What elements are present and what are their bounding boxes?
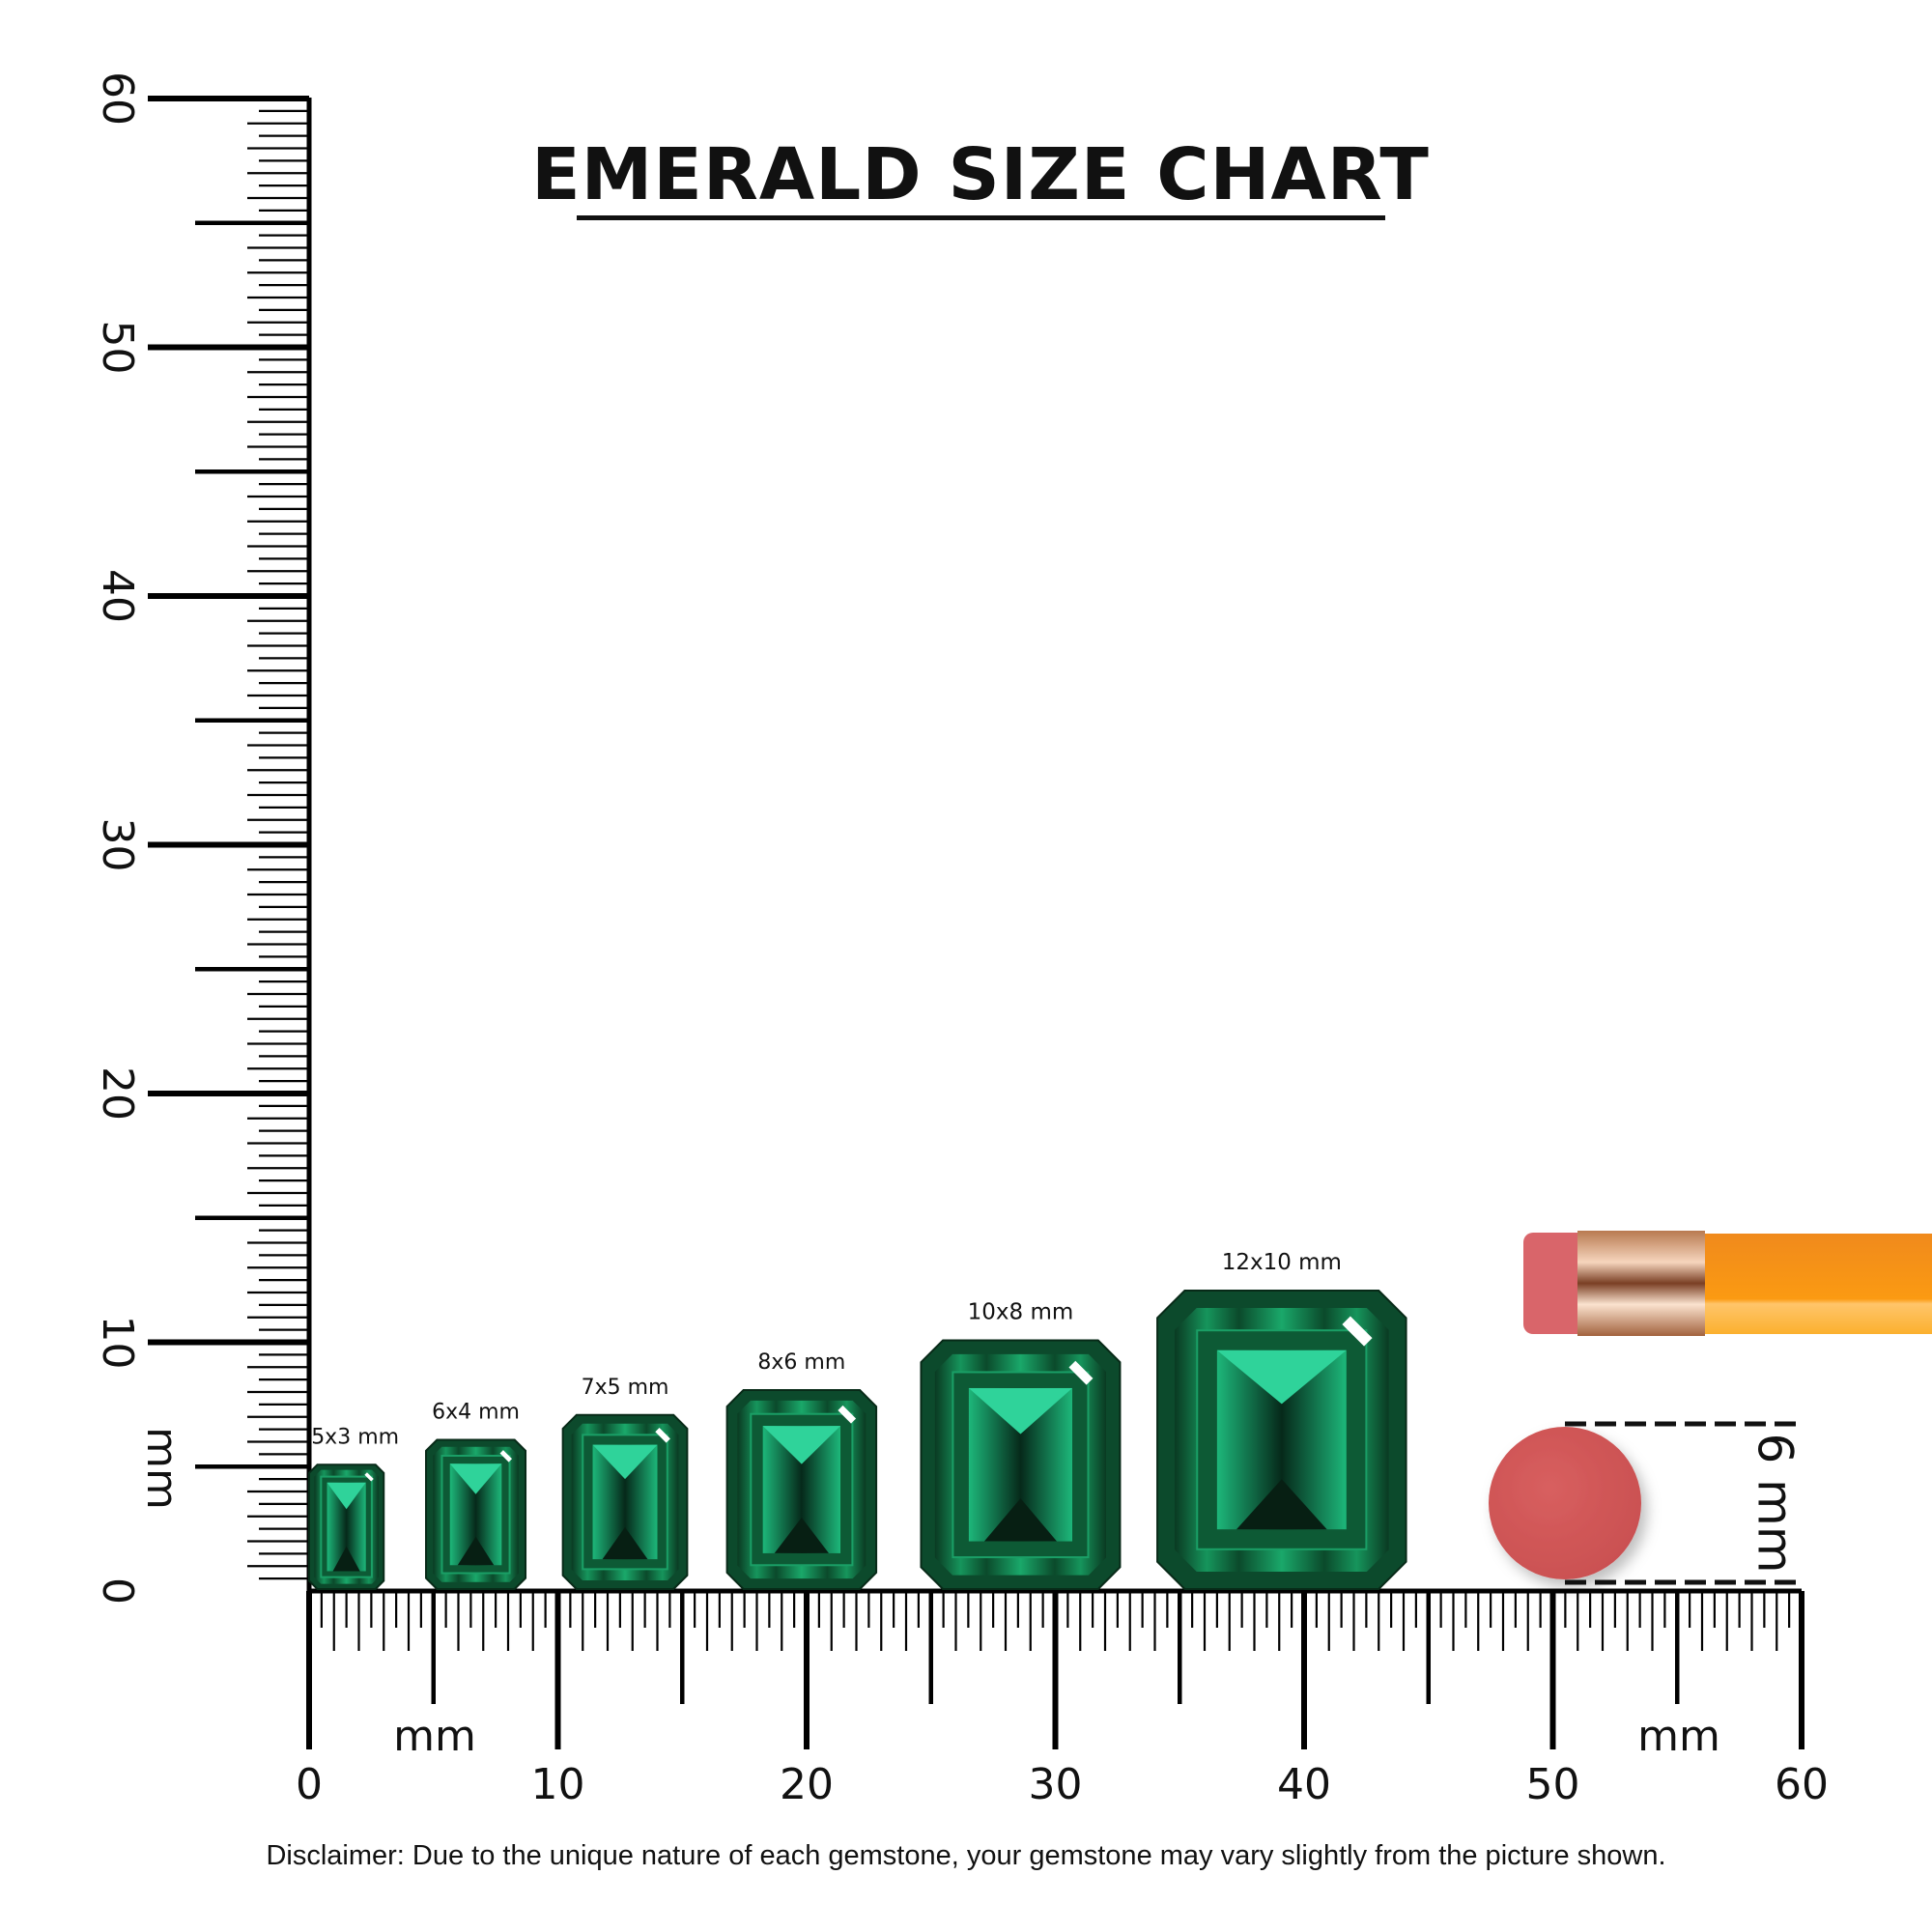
emerald-gem — [920, 1339, 1122, 1590]
gem-size-label: 8x6 mm — [757, 1350, 845, 1375]
gem-highlight — [838, 1405, 857, 1424]
vertical-tick-label: 60 — [93, 71, 142, 126]
gem-crown-facet — [327, 1482, 366, 1510]
horizontal-tick-label: 50 — [1526, 1760, 1580, 1809]
gem-pavilion-facet — [983, 1498, 1057, 1542]
horizontal-tick-label: 20 — [780, 1760, 834, 1809]
reference-label: 6 mm — [1747, 1433, 1804, 1573]
emerald-gem — [425, 1438, 527, 1590]
unit-label-left: mm — [393, 1712, 476, 1761]
gem-crown-facet — [762, 1426, 841, 1464]
horizontal-tick-label: 60 — [1775, 1760, 1829, 1809]
vertical-tick-label: 50 — [93, 321, 142, 375]
vertical-tick-label: 40 — [93, 569, 142, 623]
horizontal-tick-label: 0 — [296, 1760, 323, 1809]
gem-highlight — [1068, 1360, 1094, 1385]
gem-size-label: 7x5 mm — [582, 1376, 669, 1400]
emerald-gem — [725, 1389, 878, 1590]
vertical-tick-label: 20 — [93, 1066, 142, 1121]
horizontal-tick-label: 10 — [531, 1760, 585, 1809]
gem-pavilion-facet — [457, 1536, 495, 1566]
gem-highlight — [364, 1472, 374, 1482]
pencil-ferrule — [1577, 1231, 1705, 1336]
disclaimer: Disclaimer: Due to the unique nature of … — [266, 1840, 1666, 1871]
unit-label-right: mm — [1637, 1712, 1720, 1761]
gem-highlight — [499, 1450, 513, 1463]
pencil-body — [1705, 1234, 1932, 1334]
emerald-gem — [308, 1463, 385, 1590]
emerald-gem — [561, 1413, 689, 1590]
gem-size-label: 10x8 mm — [968, 1300, 1074, 1325]
title-underline — [577, 215, 1385, 220]
gem-crown-facet — [968, 1387, 1073, 1435]
gem-crown-facet — [449, 1463, 502, 1494]
unit-label-vertical: mm — [137, 1427, 186, 1510]
gem-crown-facet — [1216, 1350, 1347, 1405]
horizontal-tick-label: 30 — [1029, 1760, 1083, 1809]
emerald-gem — [1156, 1290, 1407, 1590]
vertical-tick-label: 30 — [93, 818, 142, 872]
gem-highlight — [655, 1428, 670, 1443]
gem-pavilion-facet — [774, 1518, 829, 1553]
gem-pavilion-facet — [1236, 1479, 1327, 1530]
gem-highlight — [1342, 1316, 1373, 1347]
pencil — [1523, 1231, 1932, 1336]
gem-size-label: 6x4 mm — [432, 1401, 520, 1425]
gem-size-label: 5x3 mm — [311, 1425, 399, 1449]
gem-crown-facet — [592, 1444, 658, 1480]
vertical-tick-label: 0 — [93, 1577, 142, 1605]
pencil-eraser — [1523, 1233, 1591, 1334]
eraser-circle — [1489, 1427, 1641, 1579]
horizontal-tick-label: 40 — [1277, 1760, 1331, 1809]
gem-pavilion-facet — [602, 1526, 648, 1560]
gem-size-label: 12x10 mm — [1222, 1250, 1342, 1275]
gem-pavilion-facet — [332, 1546, 360, 1572]
vertical-tick-label: 10 — [93, 1316, 142, 1370]
page-title: EMERALD SIZE CHART — [531, 133, 1430, 216]
